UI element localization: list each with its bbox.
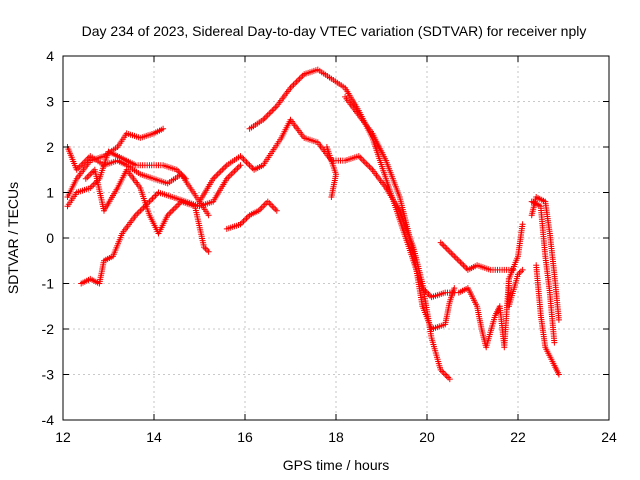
series-track-i (323, 144, 339, 200)
series-markers (505, 266, 526, 310)
series-track-m (505, 266, 526, 310)
series-markers (533, 262, 562, 378)
series-markers (223, 198, 280, 232)
series-track-o (528, 198, 558, 346)
series-track-d (78, 162, 244, 287)
y-tick-label: -4 (42, 412, 55, 428)
x-tick-label: 24 (601, 429, 617, 445)
x-tick-label: 20 (419, 429, 435, 445)
series-markers (342, 93, 458, 332)
series-track-k (437, 239, 517, 273)
series-track-c (64, 148, 189, 210)
y-tick-label: 3 (46, 94, 54, 110)
x-tick-label: 22 (510, 429, 526, 445)
series-markers (246, 66, 458, 301)
grid (63, 56, 609, 420)
series-markers (64, 148, 189, 210)
series-markers (78, 162, 244, 287)
series-markers (323, 144, 339, 200)
y-tick-label: 2 (46, 139, 54, 155)
y-tick-label: -2 (42, 321, 55, 337)
chart-title: Day 234 of 2023, Sidereal Day-to-day VTE… (82, 23, 587, 39)
series-track-e (82, 166, 212, 255)
y-tick-label: 1 (46, 185, 54, 201)
y-axis-label: SDTVAR / TECUs (5, 182, 21, 294)
y-tick-label: 0 (46, 230, 54, 246)
series-track-p (533, 262, 562, 378)
series-track-j (342, 93, 458, 332)
y-tick-label: 4 (46, 48, 54, 64)
x-tick-label: 12 (55, 429, 71, 445)
series-markers (528, 198, 558, 346)
series-markers (437, 239, 517, 273)
x-axis-label: GPS time / hours (283, 457, 390, 473)
x-tick-label: 18 (328, 429, 344, 445)
series-track-g (246, 66, 458, 301)
y-tick-label: -1 (42, 276, 55, 292)
x-tick-label: 16 (237, 429, 253, 445)
series-markers (82, 166, 212, 255)
y-tick-label: -3 (42, 367, 55, 383)
data-series (64, 66, 562, 383)
x-tick-label: 14 (146, 429, 162, 445)
series-track-f (223, 198, 280, 232)
